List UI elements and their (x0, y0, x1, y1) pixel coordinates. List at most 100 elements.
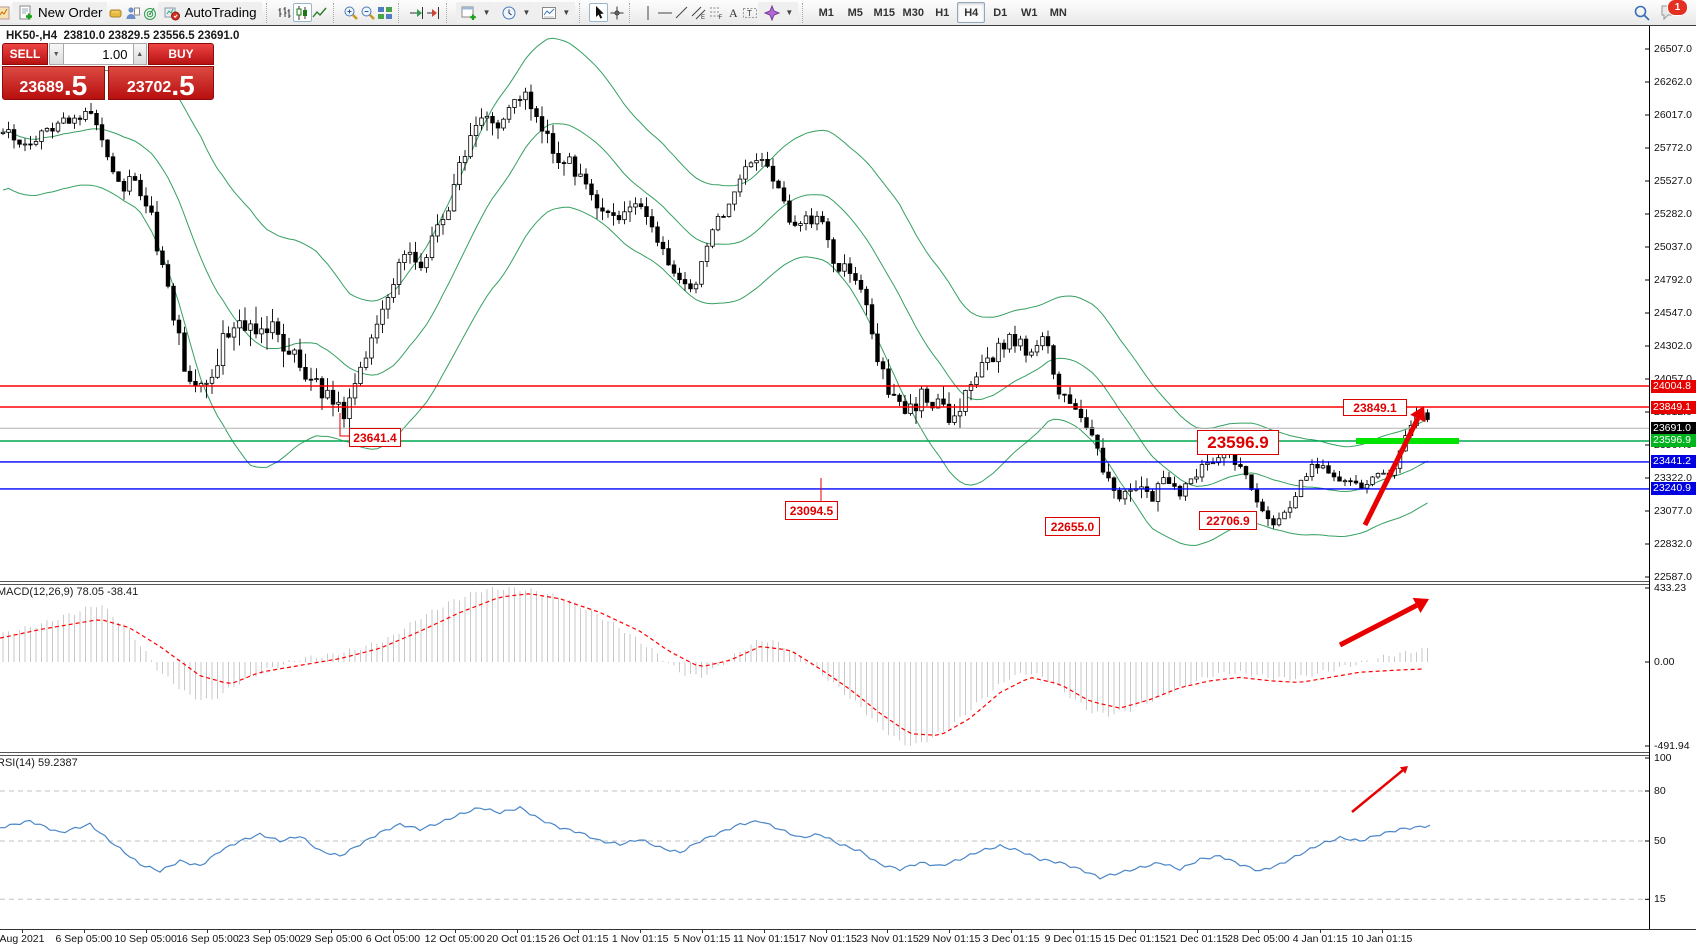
price-axis-label: 23077.0 (1654, 505, 1692, 517)
volume-increase-button[interactable]: ▲ (132, 43, 147, 65)
toolbar-separator (332, 2, 340, 23)
fibonacci-icon[interactable]: F (707, 4, 724, 21)
candles-chart-icon[interactable] (292, 3, 312, 22)
time-axis-tick (702, 929, 704, 933)
zoom-in-icon[interactable] (343, 4, 360, 21)
one-click-trade-panel: SELL ▼ ▲ BUY 23689.5 23702.5 (2, 43, 214, 100)
time-axis-label: 4 Jan 01:15 (1292, 933, 1348, 945)
buy-price[interactable]: 23702.5 (107, 66, 214, 101)
time-axis-tick (269, 929, 271, 933)
sell-button[interactable]: SELL (2, 43, 48, 65)
tf-button-MN[interactable]: MN (1049, 6, 1067, 19)
new-order-icon (17, 4, 34, 21)
time-axis-label: 23 Sep 05:00 (238, 933, 301, 945)
tf-button-H1[interactable]: H1 (935, 6, 950, 19)
toolbar-separator (579, 2, 586, 23)
chart-doc-icon[interactable] (0, 4, 12, 21)
svg-text:E: E (701, 15, 705, 21)
time-axis-tick (1382, 929, 1384, 933)
volume-input[interactable] (63, 43, 133, 65)
auto-scroll-icon[interactable] (408, 4, 425, 21)
price-axis-label: 24792.0 (1654, 274, 1692, 286)
buy-price-frac: .5 (171, 70, 195, 101)
new-order-button[interactable]: New Order (12, 2, 108, 23)
time-axis-label: 9 Dec 01:15 (1044, 933, 1102, 945)
autotrading-button[interactable]: AutoTrading (158, 2, 262, 23)
time-axis-tick (22, 929, 23, 933)
panel-separator[interactable] (0, 752, 1649, 756)
time-axis-tick (1320, 929, 1322, 933)
cursor-icon[interactable] (589, 3, 609, 22)
toolbar-separator (802, 2, 809, 23)
template-icon (540, 4, 557, 21)
profile-icon[interactable] (124, 4, 141, 21)
price-axis-label: 25282.0 (1654, 208, 1692, 220)
tf-button-M15[interactable]: M15 (873, 6, 895, 19)
zoom-out-icon[interactable] (360, 4, 377, 21)
vertical-line-icon[interactable] (639, 4, 656, 21)
time-axis-tick (578, 929, 580, 933)
tile-windows-icon[interactable] (377, 4, 394, 21)
chat-icon[interactable]: 1 (1660, 0, 1688, 23)
candles-series (0, 84, 1430, 529)
sell-price[interactable]: 23689.5 (2, 66, 105, 100)
line-chart-icon[interactable] (312, 4, 329, 21)
macd-axis-label: 433.23 (1654, 582, 1687, 594)
radar-icon[interactable] (141, 4, 158, 21)
horizontal-line-icon[interactable] (656, 4, 673, 21)
price-axis-label: 25772.0 (1654, 142, 1692, 154)
panel-separator[interactable] (0, 581, 1649, 585)
horizontal-line-objects (0, 385, 1649, 490)
volume-decrease-button[interactable]: ▼ (49, 43, 64, 65)
price-axis-label: 26017.0 (1654, 109, 1692, 121)
buy-button[interactable]: BUY (148, 43, 214, 65)
search-icon[interactable] (1633, 4, 1650, 21)
periods-button[interactable]: ▼ (495, 2, 536, 23)
tf-button-D1[interactable]: D1 (993, 6, 1008, 19)
time-axis-label: 10 Sep 05:00 (114, 933, 177, 945)
eraser-icon[interactable] (107, 4, 124, 21)
rsi-axis-label: 50 (1654, 835, 1666, 847)
toolbar-separator (397, 2, 405, 23)
bars-chart-icon[interactable] (276, 4, 293, 21)
ohlc-readout: HK50-,H4 23810.0 23829.5 23556.5 23691.0 (6, 30, 240, 42)
time-axis-label: 5 Nov 01:15 (673, 933, 731, 945)
tf-button-M30[interactable]: M30 (902, 6, 924, 19)
text-icon[interactable]: A (724, 4, 741, 21)
tf-button-H4[interactable]: H4 (957, 2, 986, 23)
rsi-line (0, 805, 1431, 880)
autotrading-icon (163, 4, 180, 21)
price-annotation-label: 23596.9 (1197, 430, 1279, 455)
time-axis-label: 3 Dec 01:15 (982, 933, 1040, 945)
macd-histogram (2, 587, 1428, 746)
time-axis-label: 15 Dec 01:15 (1103, 933, 1166, 945)
time-axis-label: 23 Nov 01:15 (856, 933, 919, 945)
trendline-icon[interactable] (673, 4, 690, 21)
new-chart-button[interactable]: ▼ (455, 2, 496, 23)
tf-button-M1[interactable]: M1 (818, 6, 834, 19)
tf-button-M5[interactable]: M5 (847, 6, 863, 19)
time-axis-label: 29 Nov 01:15 (918, 933, 981, 945)
tf-button-W1[interactable]: W1 (1021, 6, 1038, 19)
crosshair-icon[interactable] (608, 4, 625, 21)
time-axis-label: 1 Nov 01:15 (611, 933, 669, 945)
time-axis-tick (83, 929, 85, 933)
templates-button[interactable]: ▼ (535, 2, 576, 23)
chart-shift-icon[interactable] (425, 4, 442, 21)
arrows-tool-button[interactable]: ▼ (758, 2, 799, 23)
price-annotation-label: 23641.4 (349, 428, 401, 447)
new-order-label: New Order (38, 5, 103, 20)
time-axis-tick (331, 929, 333, 933)
buy-price-main: 23702 (126, 79, 172, 96)
price-axis-label: 25037.0 (1654, 241, 1692, 253)
new-chart-icon (461, 4, 478, 21)
text-label-icon[interactable]: T (741, 4, 758, 21)
toolbar-separator (629, 2, 636, 23)
timeframe-group: M1 M5 M15 M30 H1 H4 D1 W1 MN (812, 2, 1072, 23)
time-axis-tick (949, 929, 951, 933)
price-line-badge: 24004.8 (1651, 379, 1696, 393)
equidistant-channel-icon[interactable]: E (690, 4, 707, 21)
price-line-badge: 23849.1 (1651, 400, 1696, 414)
notification-badge: 1 (1667, 0, 1688, 16)
